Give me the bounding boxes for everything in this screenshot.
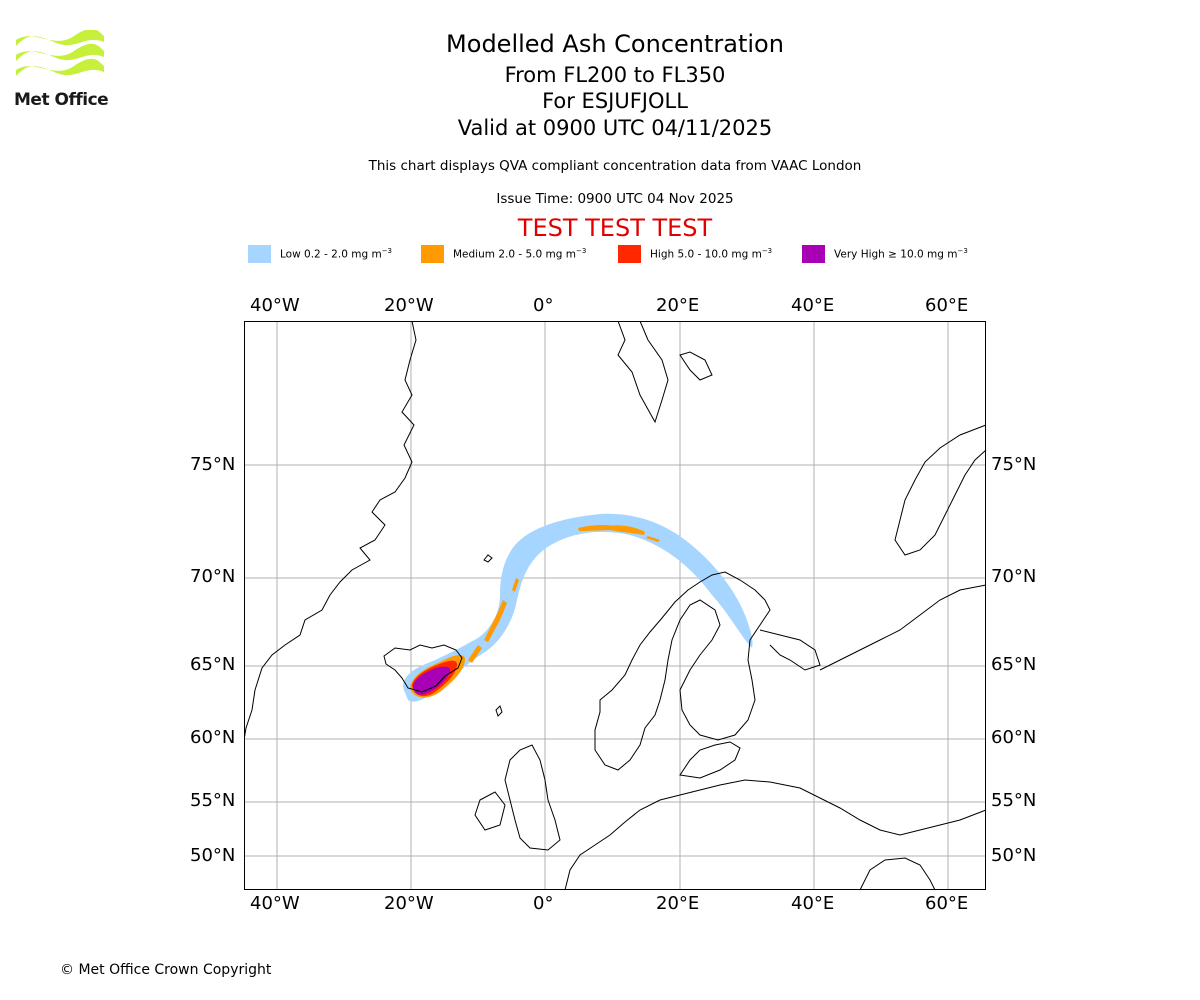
map-frame	[244, 321, 986, 890]
legend-item-high: High 5.0 - 10.0 mg m−3	[618, 244, 772, 264]
coast-russia-north	[819, 584, 987, 671]
lon-label-top-20e: 20°E	[656, 295, 700, 316]
lat-label-left-70n: 70°N	[190, 566, 236, 587]
lat-label-right-50n: 50°N	[991, 845, 1037, 866]
legend-swatch-high	[618, 245, 641, 263]
legend-item-very-high: Very High ≥ 10.0 mg m−3	[802, 244, 968, 264]
lat-label-right-60n: 60°N	[991, 727, 1037, 748]
coastlines	[244, 321, 987, 891]
lat-label-right-75n: 75°N	[991, 454, 1037, 475]
lat-label-right-55n: 55°N	[991, 790, 1037, 811]
lon-label-top-20w: 20°W	[384, 295, 434, 316]
legend-swatch-very-high	[802, 245, 825, 263]
lon-label-bottom-60e: 60°E	[925, 893, 969, 914]
lat-label-right-70n: 70°N	[991, 566, 1037, 587]
chart-title: Modelled Ash Concentration	[446, 30, 784, 58]
flight-levels: From FL200 to FL350	[504, 63, 726, 87]
ash-medium-streak-5	[610, 525, 645, 535]
lat-label-left-50n: 50°N	[190, 845, 236, 866]
legend-item-low: Low 0.2 - 2.0 mg m−3	[248, 244, 392, 264]
coast-europe	[564, 779, 987, 891]
coast-greenland	[244, 321, 417, 741]
coast-scandinavia	[594, 571, 771, 771]
volcano-name: For ESJUFJOLL	[542, 89, 688, 113]
lat-label-right-65n: 65°N	[991, 654, 1037, 675]
coast-faroe	[495, 705, 503, 717]
legend-swatch-low	[248, 245, 271, 263]
valid-time: Valid at 0900 UTC 04/11/2025	[457, 116, 773, 140]
lon-label-top-40w: 40°W	[250, 295, 300, 316]
coast-britain	[504, 744, 561, 851]
legend-label-very-high: Very High ≥ 10.0 mg m	[834, 248, 958, 261]
coast-black-sea	[859, 857, 936, 891]
coast-ireland	[474, 791, 506, 831]
legend-swatch-medium	[421, 245, 444, 263]
lon-label-bottom-40w: 40°W	[250, 893, 300, 914]
chart-description: This chart displays QVA compliant concen…	[368, 158, 862, 174]
ash-very-high-core	[413, 666, 451, 695]
lon-label-bottom-20e: 20°E	[656, 893, 700, 914]
met-office-waves-icon	[16, 28, 104, 76]
lon-label-top-0: 0°	[533, 295, 554, 316]
lon-label-top-40e: 40°E	[791, 295, 835, 316]
coast-svalbard	[617, 321, 669, 424]
ash-medium-streak-3	[512, 578, 519, 592]
coast-svalbard-east	[679, 351, 713, 381]
coast-iceland	[383, 644, 463, 693]
coast-novaya-zemlya	[894, 424, 987, 556]
met-office-logo: Met Office	[14, 28, 109, 115]
lon-label-bottom-0: 0°	[533, 893, 554, 914]
lat-label-left-60n: 60°N	[190, 727, 236, 748]
lat-label-left-65n: 65°N	[190, 654, 236, 675]
ash-medium-streak-2	[484, 600, 507, 642]
coast-jan-mayen	[483, 554, 493, 563]
legend-item-medium: Medium 2.0 - 5.0 mg m−3	[421, 244, 586, 264]
ash-medium-streak-1	[468, 645, 482, 663]
coast-baltic	[679, 741, 741, 779]
legend-label-low: Low 0.2 - 2.0 mg m	[280, 248, 382, 261]
graticule	[244, 321, 986, 890]
lon-label-bottom-40e: 40°E	[791, 893, 835, 914]
lon-label-bottom-20w: 20°W	[384, 893, 434, 914]
ash-medium-streak-6	[646, 536, 660, 542]
map-area	[244, 321, 987, 891]
legend-label-medium: Medium 2.0 - 5.0 mg m	[453, 248, 576, 261]
ash-medium-streak-4	[578, 524, 616, 531]
copyright-notice: © Met Office Crown Copyright	[60, 962, 272, 978]
legend-label-high: High 5.0 - 10.0 mg m	[650, 248, 762, 261]
test-banner: TEST TEST TEST	[517, 214, 713, 242]
lat-label-left-55n: 55°N	[190, 790, 236, 811]
issue-time: Issue Time: 0900 UTC 04 Nov 2025	[496, 191, 734, 207]
lat-label-left-75n: 75°N	[190, 454, 236, 475]
coast-kola	[759, 629, 821, 671]
lon-label-top-60e: 60°E	[925, 295, 969, 316]
met-office-logo-text: Met Office	[14, 90, 109, 110]
